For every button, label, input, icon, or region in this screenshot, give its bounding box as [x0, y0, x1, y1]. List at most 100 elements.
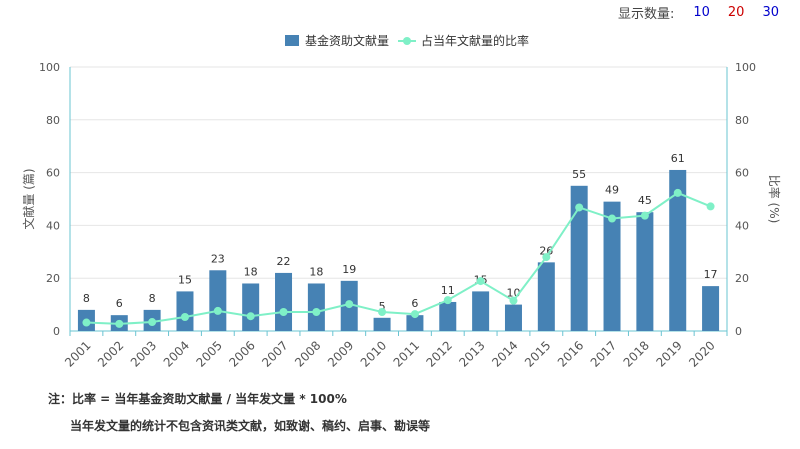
bar	[242, 283, 260, 331]
bar-value-label: 15	[178, 273, 192, 286]
ratio-point	[410, 310, 419, 319]
bar-value-label: 11	[441, 284, 455, 297]
bar	[439, 301, 457, 331]
bar-value-label: 6	[116, 297, 123, 310]
bar	[669, 169, 687, 331]
y2-axis-title: 比率 (%)	[767, 175, 782, 224]
bar-value-label: 17	[704, 268, 718, 281]
x-tick-label: 2018	[621, 338, 652, 369]
ratio-point	[575, 203, 584, 212]
x-tick-label: 2020	[686, 338, 717, 369]
ratio-point	[180, 313, 189, 322]
y2-tick-label: 60	[735, 167, 749, 180]
y-tick-label: 20	[46, 272, 60, 285]
ratio-point	[312, 307, 321, 316]
x-tick-label: 2010	[358, 338, 389, 369]
ratio-formula-note: 注：比率 = 当年基金资助文献量 / 当年发文量 * 100%	[48, 392, 347, 406]
bar	[176, 291, 194, 331]
ratio-point	[640, 211, 649, 220]
ratio-point	[542, 253, 551, 262]
ratio-point	[246, 312, 255, 321]
x-tick-label: 2009	[325, 338, 356, 369]
y-tick-label: 60	[46, 167, 60, 180]
x-tick-label: 2006	[226, 338, 257, 369]
ratio-point	[608, 214, 617, 223]
bar-value-label: 18	[309, 265, 323, 278]
bar	[636, 212, 654, 331]
bar-value-label: 6	[411, 297, 418, 310]
legend-line-marker	[403, 37, 411, 45]
ratio-point	[213, 306, 222, 315]
funding-chart: 0 20 40 60 80 100 0 20 40 60 80 100 2001 2002 2003 2004…	[21, 33, 782, 370]
bar-value-label: 23	[211, 252, 225, 265]
bar	[406, 315, 424, 331]
legend-bar-label: 基金资助文献量	[305, 33, 389, 48]
bar-value-label: 22	[277, 255, 291, 268]
ratio-point	[476, 277, 485, 286]
bar	[209, 270, 227, 331]
y-tick-label: 40	[46, 219, 60, 232]
x-tick-label: 2004	[161, 338, 192, 369]
ratio-point	[279, 307, 288, 316]
display-count-option-10[interactable]: 10	[693, 4, 710, 20]
y-tick-label: 100	[39, 61, 60, 74]
y-tick-label: 80	[46, 114, 60, 127]
y2-tick-label: 80	[735, 114, 749, 127]
bar-value-label: 8	[83, 292, 90, 305]
bar	[373, 317, 391, 331]
x-tick-label: 2013	[456, 338, 487, 369]
x-tick-label: 2016	[555, 338, 586, 369]
ratio-point	[443, 296, 452, 305]
bar	[472, 291, 490, 331]
x-tick-label: 2003	[128, 338, 159, 369]
y-tick-label: 0	[53, 325, 60, 338]
y2-tick-label: 40	[735, 219, 749, 232]
ratio-point	[673, 188, 682, 197]
chart-notes: 注：比率 = 当年基金资助文献量 / 当年发文量 * 100% 当年发文量的统计…	[48, 390, 430, 434]
bar-value-label: 26	[539, 244, 553, 257]
bar	[603, 201, 621, 331]
bar	[307, 283, 325, 331]
x-tick-label: 2007	[259, 338, 290, 369]
ratio-point	[509, 296, 518, 305]
bar	[702, 286, 720, 331]
legend-bar-swatch	[285, 35, 299, 46]
x-tick-label: 2011	[391, 338, 422, 369]
bar-value-label: 19	[342, 263, 356, 276]
bar-value-label: 55	[572, 168, 586, 181]
bar-value-label: 8	[149, 292, 156, 305]
bar-value-label: 5	[379, 300, 386, 313]
ratio-point	[378, 307, 387, 316]
bar	[275, 272, 293, 331]
ratio-line	[86, 191, 711, 325]
bar-value-label: 18	[244, 265, 258, 278]
ratio-point	[82, 318, 91, 327]
x-tick-label: 2015	[522, 338, 553, 369]
bar	[504, 304, 522, 331]
bar-value-label: 45	[638, 194, 652, 207]
y2-tick-label: 100	[735, 61, 756, 74]
x-tick-label: 2002	[95, 338, 126, 369]
x-tick-label: 2008	[292, 338, 323, 369]
display-count-label: 显示数量:	[617, 6, 675, 22]
bar	[537, 262, 555, 331]
display-count-option-20[interactable]: 20	[727, 4, 745, 20]
bar-value-label: 61	[671, 152, 685, 165]
x-tick-label: 2012	[423, 338, 454, 369]
y2-tick-label: 20	[735, 272, 749, 285]
ratio-point	[706, 202, 715, 211]
display-count-toolbar: 显示数量: 10 20 30	[618, 2, 788, 22]
x-tick-label: 2017	[588, 338, 619, 369]
x-tick-label: 2005	[194, 338, 225, 369]
x-tick-label: 2001	[62, 338, 93, 369]
bar	[570, 185, 588, 331]
y-axis-title: 文献量 (篇)	[21, 168, 36, 229]
bar-value-label: 49	[605, 184, 619, 197]
exclusion-note: 当年发文量的统计不包含资讯类文献，如致谢、稿约、启事、勘误等	[70, 419, 431, 433]
legend-line-label: 占当年文献量的比率	[421, 33, 529, 48]
ratio-point	[345, 300, 354, 309]
display-count-option-30[interactable]: 30	[762, 4, 779, 20]
x-tick-label: 2019	[653, 338, 684, 369]
y2-tick-label: 0	[735, 325, 742, 338]
ratio-point	[115, 319, 124, 328]
